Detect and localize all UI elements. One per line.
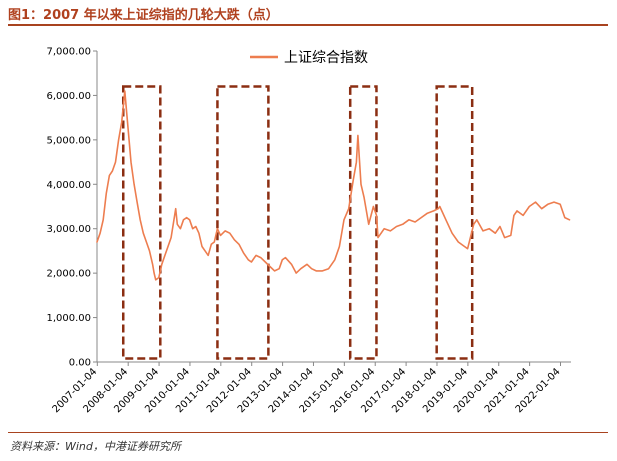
line-chart: 0.00 1,000.00 2,000.00 3,000.00 4,000.00 5,00…	[46, 47, 571, 415]
y-tick-label: 5,000.00	[46, 135, 91, 146]
y-tick-label: 7,000.00	[46, 47, 91, 58]
title-rule	[8, 24, 608, 26]
y-tick-label: 1,000.00	[46, 313, 91, 324]
figure-title: 图1：2007 年以来上证综指的几轮大跌（点）	[8, 8, 279, 23]
y-tick-label: 3,000.00	[46, 224, 91, 235]
source-rule	[8, 432, 608, 433]
highlight-box	[216, 85, 270, 360]
y-tick-label: 2,000.00	[46, 269, 91, 280]
highlight-box	[348, 85, 378, 360]
highlight-box	[435, 85, 474, 360]
source-note: 资料来源：Wind，中港证券研究所	[10, 440, 181, 453]
series-layer	[96, 90, 571, 281]
legend-label: 上证综合指数	[284, 50, 368, 66]
y-tick-label: 4,000.00	[46, 180, 91, 191]
y-tick-label: 0.00	[69, 358, 91, 369]
y-tick-label: 6,000.00	[46, 91, 91, 102]
chart-legend: 上证综合指数	[250, 50, 368, 66]
series-line	[96, 90, 571, 281]
highlight-boxes	[121, 85, 474, 360]
highlight-box	[121, 85, 162, 360]
